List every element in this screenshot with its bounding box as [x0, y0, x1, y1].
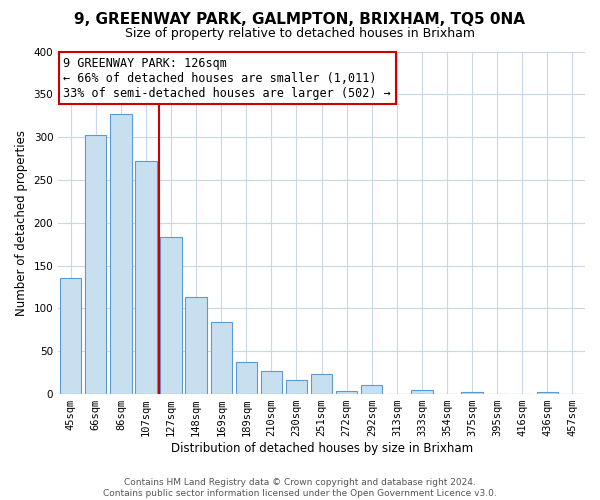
Bar	[136, 161, 157, 394]
Bar	[85, 136, 106, 394]
Bar	[110, 114, 131, 394]
Bar	[537, 392, 558, 394]
Bar	[361, 384, 382, 394]
Bar	[411, 390, 433, 394]
Bar	[185, 298, 207, 394]
X-axis label: Distribution of detached houses by size in Brixham: Distribution of detached houses by size …	[170, 442, 473, 455]
Bar	[160, 238, 182, 394]
Bar	[311, 374, 332, 394]
Text: Contains HM Land Registry data © Crown copyright and database right 2024.
Contai: Contains HM Land Registry data © Crown c…	[103, 478, 497, 498]
Y-axis label: Number of detached properties: Number of detached properties	[15, 130, 28, 316]
Bar	[211, 322, 232, 394]
Bar	[236, 362, 257, 394]
Text: 9, GREENWAY PARK, GALMPTON, BRIXHAM, TQ5 0NA: 9, GREENWAY PARK, GALMPTON, BRIXHAM, TQ5…	[74, 12, 526, 28]
Bar	[286, 380, 307, 394]
Bar	[60, 278, 82, 394]
Text: Size of property relative to detached houses in Brixham: Size of property relative to detached ho…	[125, 28, 475, 40]
Bar	[336, 390, 358, 394]
Text: 9 GREENWAY PARK: 126sqm
← 66% of detached houses are smaller (1,011)
33% of semi: 9 GREENWAY PARK: 126sqm ← 66% of detache…	[64, 56, 391, 100]
Bar	[261, 371, 282, 394]
Bar	[461, 392, 483, 394]
